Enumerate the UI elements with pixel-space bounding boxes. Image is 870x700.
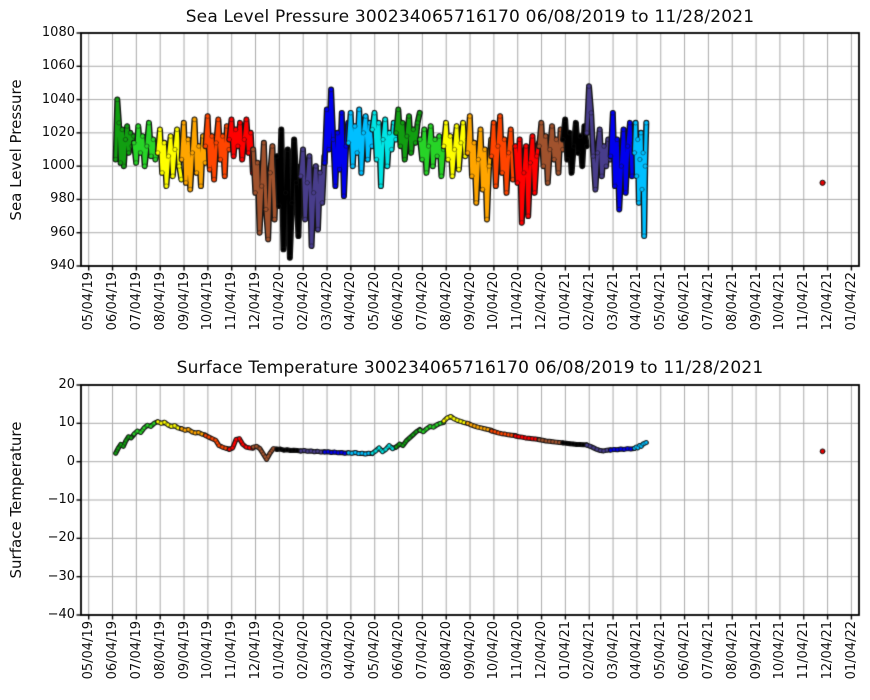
x-tick-label: 11/04/21 [796,272,812,331]
x-tick-label: 05/04/20 [367,272,383,331]
x-tick-label: 08/04/21 [724,272,740,331]
y-tick-label: −20 [47,530,75,546]
x-tick-label: 08/04/21 [724,621,740,680]
x-tick-label: 07/04/19 [128,272,144,331]
x-tick-label: 02/04/20 [295,272,311,331]
y-tick-label: 1020 [41,124,75,140]
x-tick-label: 09/04/20 [462,621,478,680]
x-tick-label: 09/04/19 [176,621,192,680]
x-tick-label: 04/04/21 [629,272,645,331]
x-tick-label: 06/04/20 [391,621,407,680]
x-tick-label: 03/04/21 [605,621,621,680]
y-tick-label: −30 [47,568,75,584]
x-tick-label: 12/04/19 [248,272,264,331]
x-tick-label: 03/04/21 [605,272,621,331]
x-tick-label: 12/04/19 [248,621,264,680]
x-tick-label: 06/04/20 [391,272,407,331]
y-tick-label: −10 [47,492,75,507]
x-tick-label: 02/04/21 [581,272,597,331]
x-tick-label: 11/04/20 [510,272,526,331]
x-tick-label: 11/04/19 [224,272,240,331]
y-tick-label: 1080 [41,25,75,40]
x-tick-label: 06/04/19 [105,621,121,680]
x-tick-label: 04/04/21 [629,621,645,680]
pressure-chart-title: Sea Level Pressure 300234065716170 06/08… [185,7,755,27]
x-tick-label: 07/04/20 [414,621,430,680]
x-tick-label: 10/04/21 [772,272,788,331]
x-tick-label: 09/04/21 [748,272,764,331]
x-tick-label: 07/04/21 [700,621,716,680]
x-tick-label: 09/04/21 [748,621,764,680]
x-tick-label: 07/04/20 [414,272,430,331]
x-tick-label: 09/04/20 [462,272,478,331]
x-tick-label: 05/04/21 [653,272,669,331]
x-tick-label: 03/04/20 [319,272,335,331]
x-tick-label: 02/04/21 [581,621,597,680]
x-tick-label: 12/04/21 [820,272,836,331]
pressure-plot-canvas [0,0,870,350]
x-tick-label: 05/04/19 [81,621,97,680]
x-tick-label: 07/04/19 [128,621,144,680]
y-tick-label: 940 [50,258,75,273]
y-tick-label: 0 [66,453,75,469]
x-tick-label: 06/04/21 [677,621,693,680]
y-tick-label: 980 [50,191,75,207]
x-tick-label: 11/04/20 [510,621,526,680]
y-tick-label: 10 [58,415,75,431]
x-tick-label: 07/04/21 [700,272,716,331]
x-tick-label: 05/04/21 [653,621,669,680]
x-tick-label: 08/04/19 [152,272,168,331]
x-tick-label: 12/04/21 [820,621,836,680]
x-tick-label: 08/04/19 [152,621,168,680]
x-tick-label: 12/04/20 [534,621,550,680]
x-tick-label: 01/04/20 [271,621,287,680]
x-tick-label: 05/04/19 [81,272,97,331]
x-tick-label: 11/04/21 [796,621,812,680]
x-tick-label: 11/04/19 [224,621,240,680]
x-tick-label: 12/04/20 [534,272,550,331]
x-tick-label: 10/04/21 [772,621,788,680]
x-tick-label: 10/04/20 [486,272,502,331]
x-tick-label: 01/04/22 [843,272,859,331]
x-tick-label: 10/04/20 [486,621,502,680]
y-tick-label: −40 [47,607,75,622]
x-tick-label: 01/04/21 [557,272,573,331]
y-tick-label: 1060 [41,58,75,74]
x-tick-label: 01/04/20 [271,272,287,331]
x-tick-label: 01/04/22 [843,621,859,680]
x-tick-label: 04/04/20 [343,621,359,680]
y-tick-label: 960 [50,224,75,240]
temperature-plot-canvas [0,350,870,700]
x-tick-label: 03/04/20 [319,621,335,680]
x-tick-label: 06/04/21 [677,272,693,331]
x-tick-label: 08/04/20 [438,621,454,680]
y-tick-label: 1040 [41,91,75,107]
x-tick-label: 10/04/19 [200,621,216,680]
x-tick-label: 08/04/20 [438,272,454,331]
x-tick-label: 09/04/19 [176,272,192,331]
x-tick-label: 02/04/20 [295,621,311,680]
x-tick-label: 05/04/20 [367,621,383,680]
x-tick-label: 04/04/20 [343,272,359,331]
x-tick-label: 06/04/19 [105,272,121,331]
temperature-chart-title: Surface Temperature 300234065716170 06/0… [176,358,764,378]
x-tick-label: 10/04/19 [200,272,216,331]
y-tick-label: 1000 [41,158,75,174]
y-tick-label: 20 [58,377,75,392]
x-tick-label: 01/04/21 [557,621,573,680]
